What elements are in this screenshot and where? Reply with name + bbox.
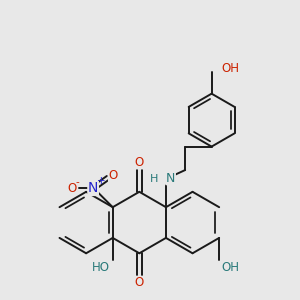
Text: N: N xyxy=(88,182,98,195)
Text: O: O xyxy=(135,156,144,169)
Text: +: + xyxy=(97,176,106,186)
Text: -: - xyxy=(76,177,80,187)
Text: OH: OH xyxy=(221,62,239,75)
Text: O: O xyxy=(109,169,118,182)
Text: N: N xyxy=(166,172,175,185)
Text: HO: HO xyxy=(92,261,110,274)
Text: H: H xyxy=(150,174,158,184)
Text: OH: OH xyxy=(221,261,239,274)
Text: O: O xyxy=(135,276,144,289)
Text: O: O xyxy=(67,182,76,195)
